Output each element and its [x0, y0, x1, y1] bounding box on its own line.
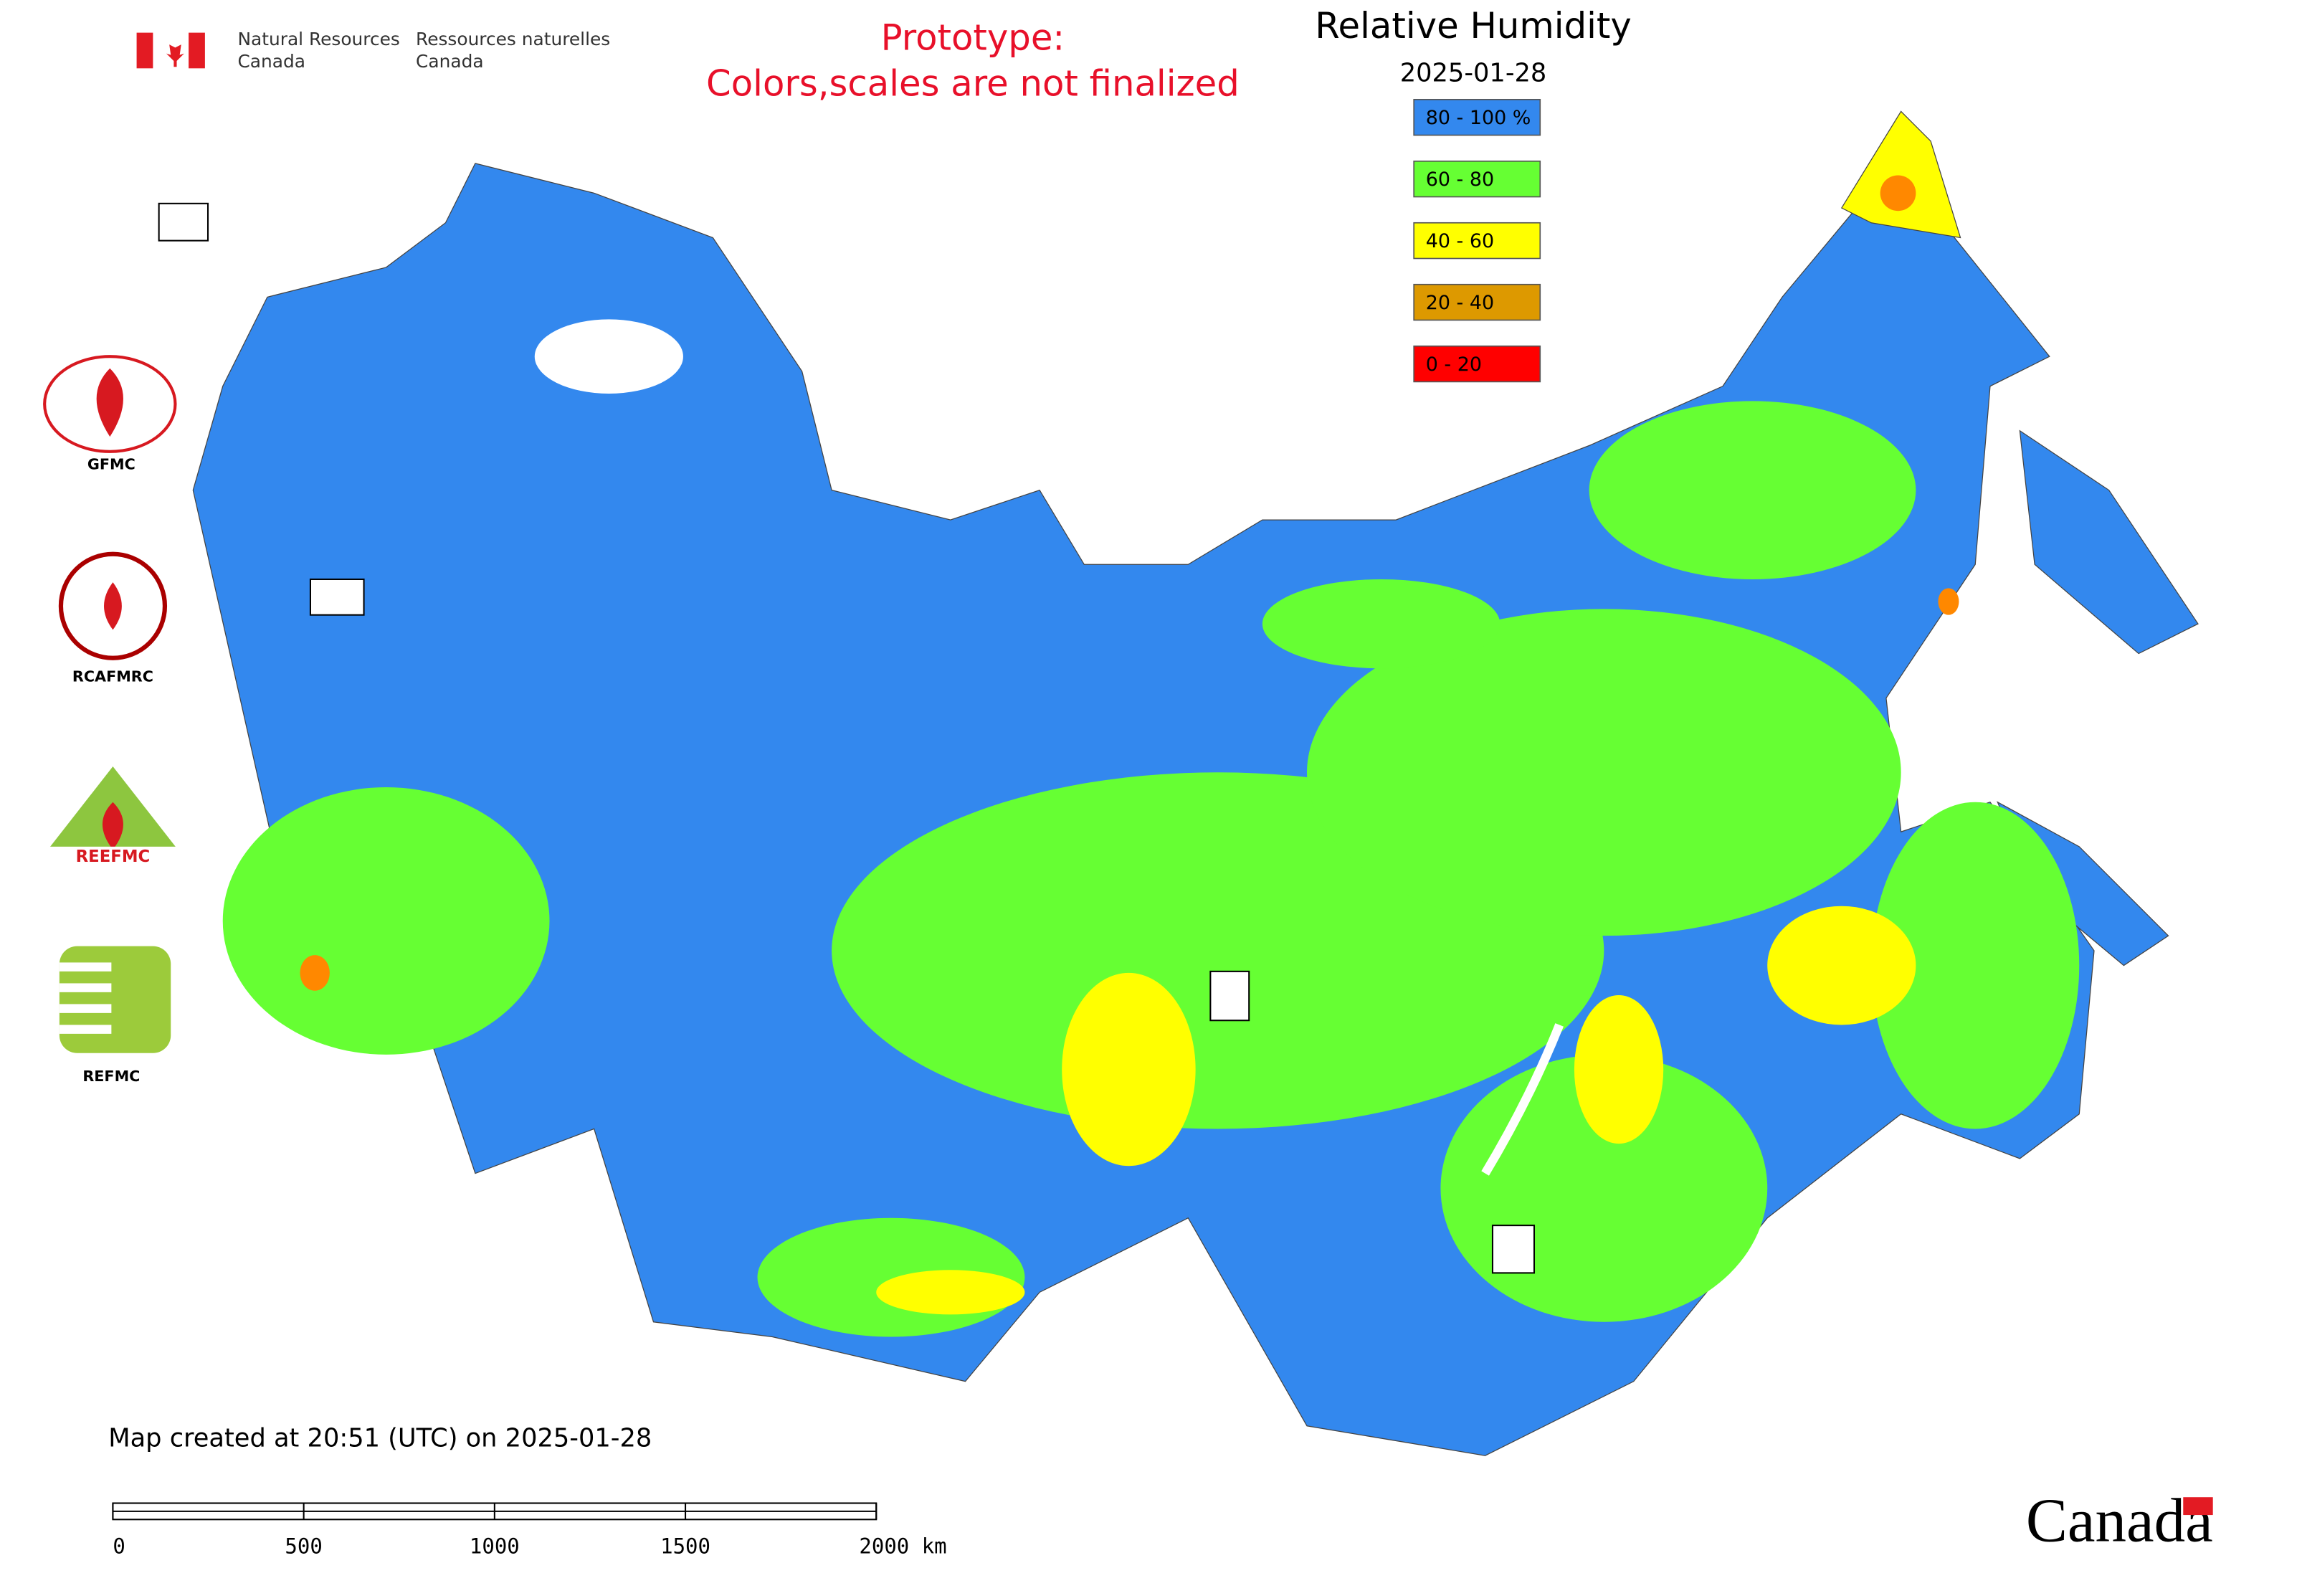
scale-label: 1000	[470, 1534, 520, 1559]
logo-gfmc	[43, 355, 177, 453]
notice: Prototype:	[881, 16, 1065, 58]
wordmark-flag	[2183, 1497, 2213, 1516]
agency-fr: Canada	[416, 51, 484, 72]
legend-swatch	[1413, 283, 1541, 321]
logo-rcafmrc	[58, 551, 168, 660]
map-date: 2025-01-28	[1400, 59, 1547, 88]
map-land	[192, 110, 2199, 1456]
scale-label: 500	[285, 1534, 322, 1559]
legend-swatch	[1413, 345, 1541, 383]
svg-text:REEFMC: REEFMC	[76, 847, 151, 866]
logo-label: REFMC	[82, 1068, 140, 1085]
logo-reefmc: REEFMC	[38, 766, 188, 866]
agency-en: Canada	[237, 51, 305, 72]
legend-swatch	[1413, 98, 1541, 136]
created-note: Map created at 20:51 (UTC) on 2025-01-28	[108, 1423, 652, 1453]
logo-refmc	[59, 946, 171, 1053]
logo-label: RCAFMRC	[72, 668, 153, 685]
notice: Colors,scales are not finalized	[706, 63, 1240, 105]
scale-label: 0	[113, 1534, 125, 1559]
canada-wordmark: Canada	[2026, 1486, 2213, 1555]
legend-swatch	[1413, 160, 1541, 198]
legend: 80 - 100 % 60 - 80 40 - 60 20 - 40 0 - 20	[1413, 98, 1541, 383]
station-marker	[1209, 970, 1250, 1022]
station-marker	[1491, 1225, 1536, 1274]
scale-label: 1500	[660, 1534, 710, 1559]
map-title: Relative Humidity	[1315, 5, 1632, 47]
legend-label: 0 - 20	[1426, 353, 1482, 376]
agency-en: Natural Resources	[237, 29, 399, 49]
logo-label: GFMC	[87, 455, 135, 472]
legend-label: 60 - 80	[1426, 168, 1494, 191]
station-marker	[158, 202, 209, 242]
agency-fr: Ressources naturelles	[416, 29, 610, 49]
legend-label: 40 - 60	[1426, 230, 1494, 252]
scale-bar: 0 500 1000 1500 2000 km	[112, 1502, 947, 1559]
scale-label: 2000 km	[859, 1534, 946, 1559]
legend-swatch	[1413, 222, 1541, 260]
station-marker	[309, 578, 365, 616]
flag-header	[136, 32, 205, 69]
legend-label: 80 - 100 %	[1426, 107, 1531, 129]
legend-label: 20 - 40	[1426, 292, 1494, 314]
